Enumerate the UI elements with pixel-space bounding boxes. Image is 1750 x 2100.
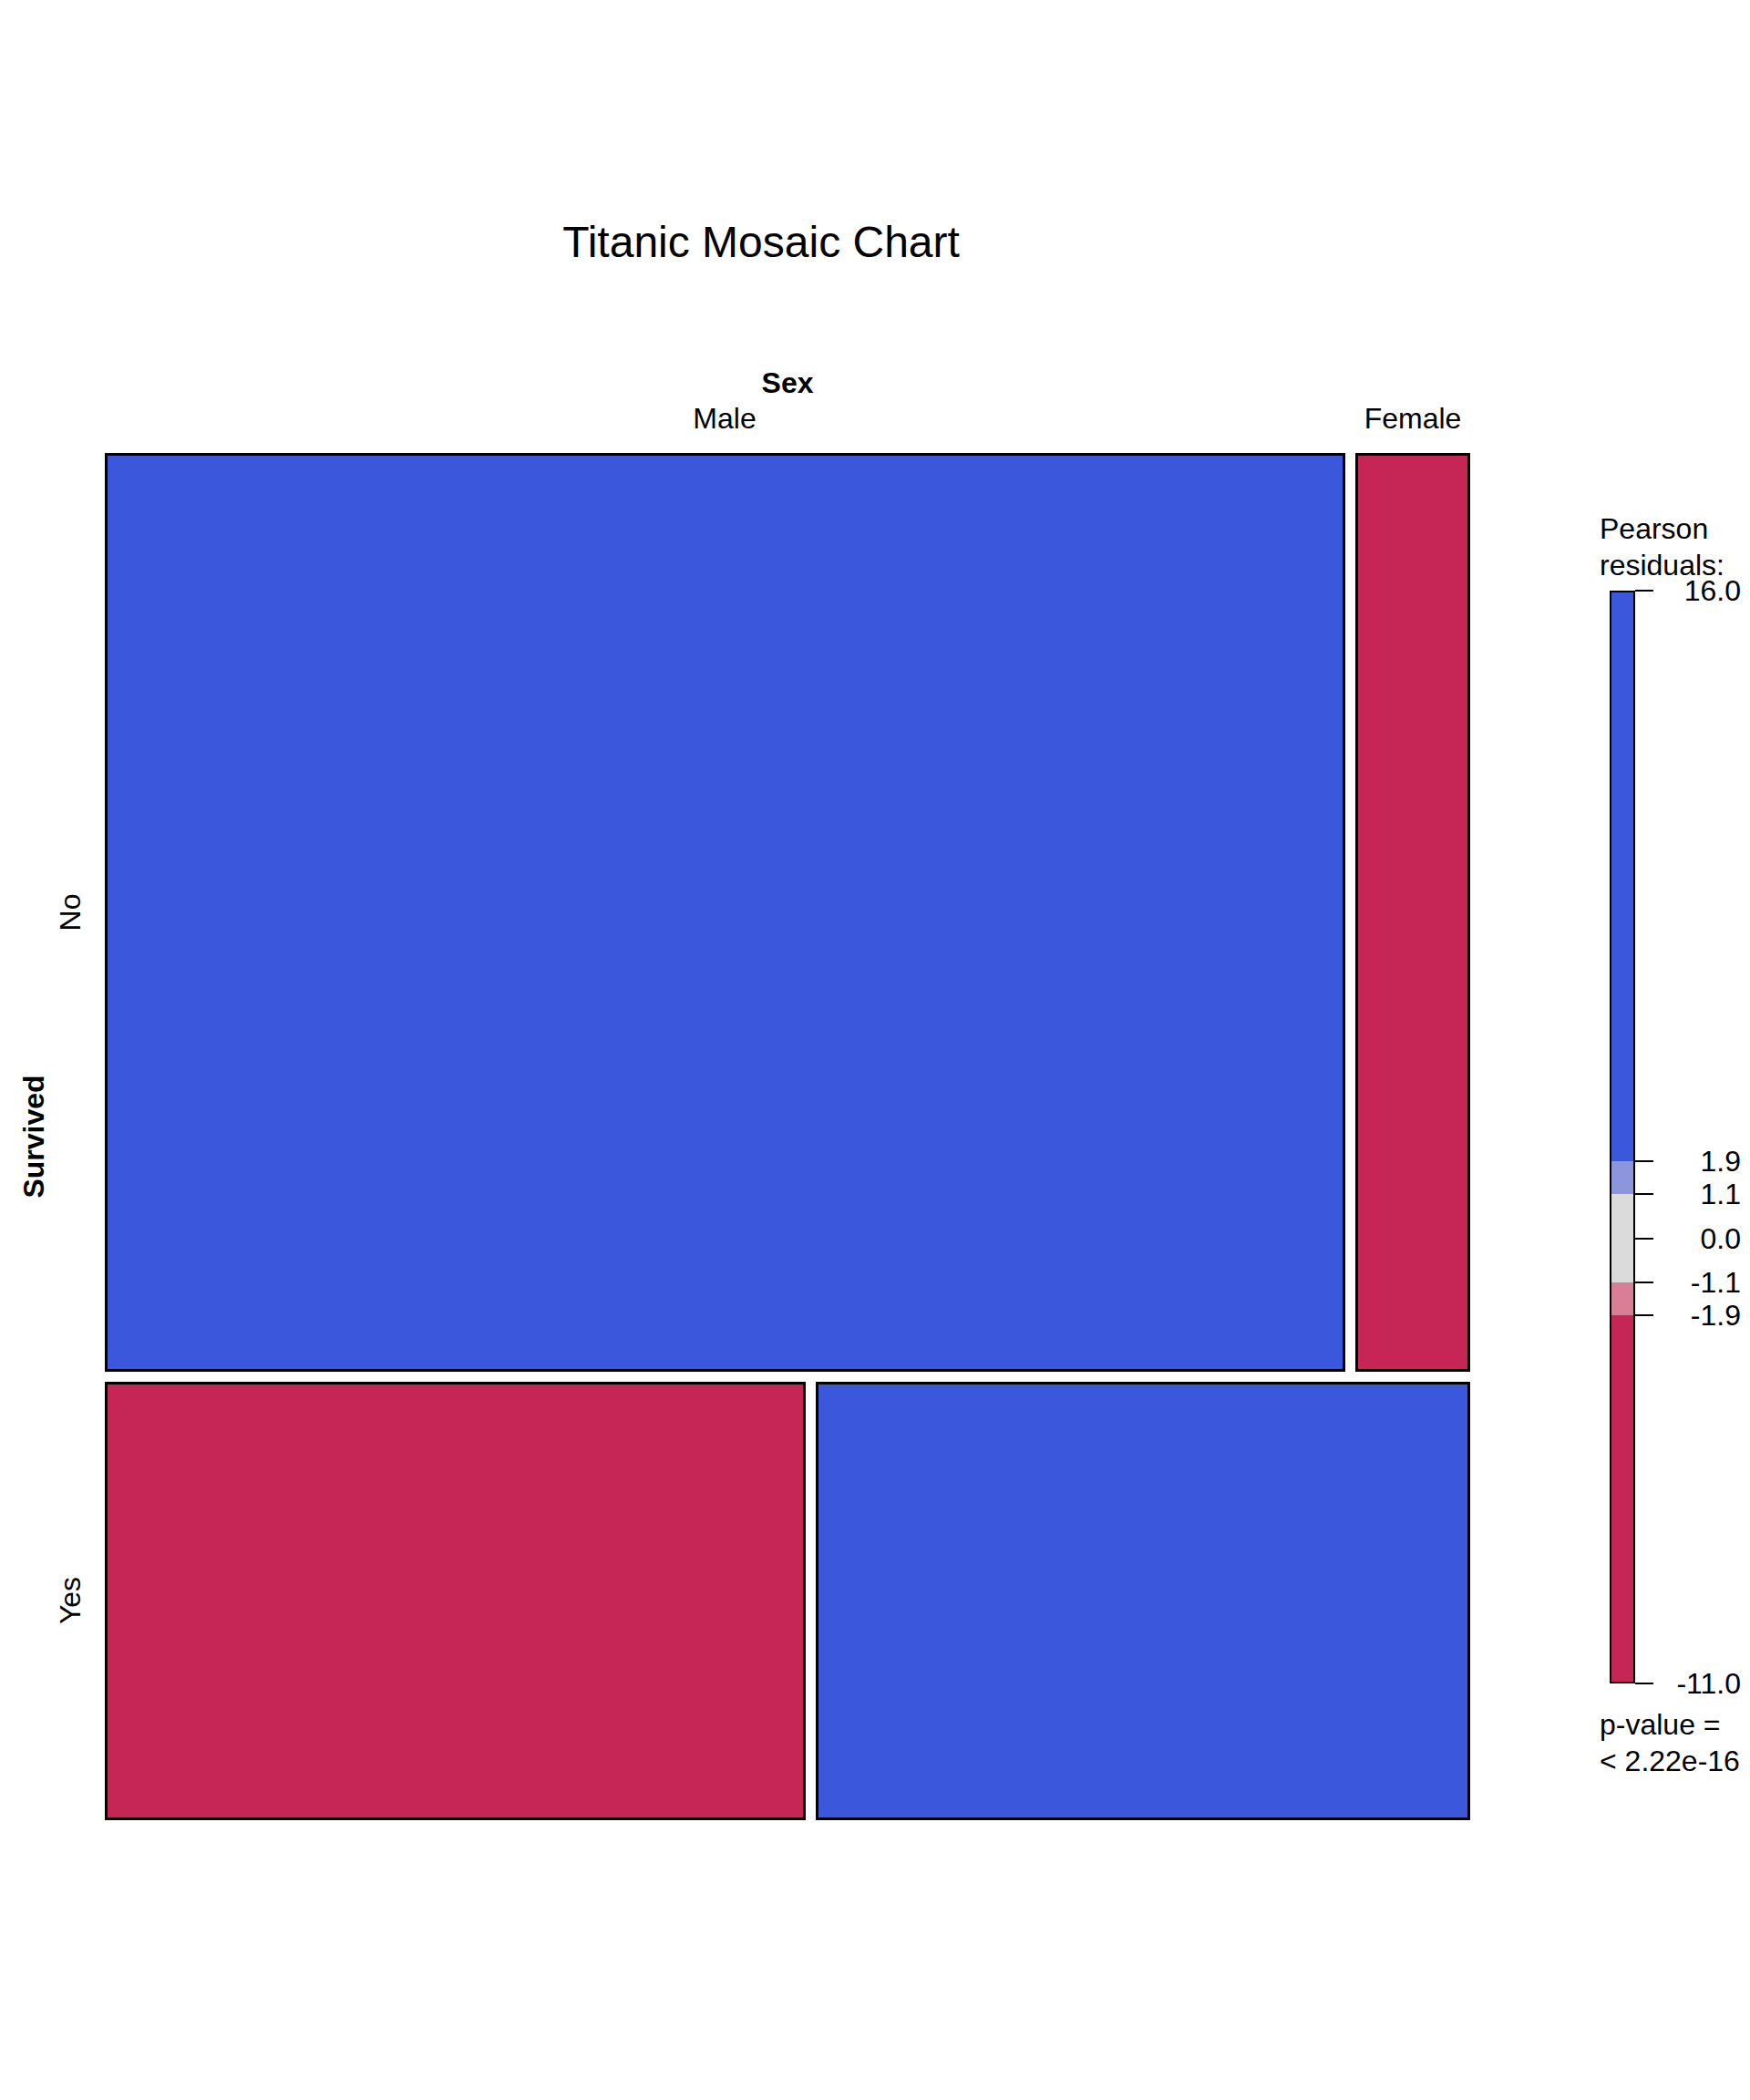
legend-tick [1635, 1160, 1653, 1162]
legend-tick-label: 1.1 [1701, 1177, 1741, 1211]
legend-title: Pearson residuals: [1600, 510, 1724, 583]
legend-tick-label: -11.0 [1676, 1666, 1741, 1701]
tile-yes-male [105, 1382, 806, 1820]
legend-bar-frame [1610, 591, 1635, 1683]
legend-tick-label: -1.1 [1691, 1265, 1741, 1300]
legend-tick-label: 0.0 [1701, 1221, 1741, 1256]
legend-tick-label: -1.9 [1691, 1298, 1741, 1333]
legend-tick [1635, 1683, 1653, 1684]
y-axis-title: Survived [17, 1075, 51, 1198]
x-category-male: Male [693, 402, 756, 436]
p-value: p-value = < 2.22e-16 [1600, 1706, 1740, 1779]
x-axis-title: Sex [105, 366, 1470, 400]
x-category-female: Female [1364, 402, 1462, 436]
legend-tick-label: 1.9 [1701, 1144, 1741, 1179]
legend-tick-label: 16.0 [1684, 573, 1741, 608]
tile-no-male [105, 453, 1345, 1372]
legend-tick [1635, 590, 1653, 592]
legend-tick [1635, 1314, 1653, 1316]
chart-title: Titanic Mosaic Chart [0, 217, 1522, 267]
p-value-line1: p-value = [1600, 1706, 1740, 1743]
legend-title-line1: Pearson [1600, 510, 1724, 547]
tile-yes-female [816, 1382, 1470, 1820]
legend-tick [1635, 1282, 1653, 1283]
y-category-yes: Yes [54, 1577, 88, 1624]
tile-no-female [1355, 453, 1470, 1372]
mosaic-chart-canvas: Titanic Mosaic Chart Sex Male Female Sur… [0, 0, 1750, 2100]
p-value-line2: < 2.22e-16 [1600, 1743, 1740, 1779]
legend-tick [1635, 1238, 1653, 1240]
y-category-no: No [54, 894, 88, 932]
legend-tick [1635, 1193, 1653, 1195]
